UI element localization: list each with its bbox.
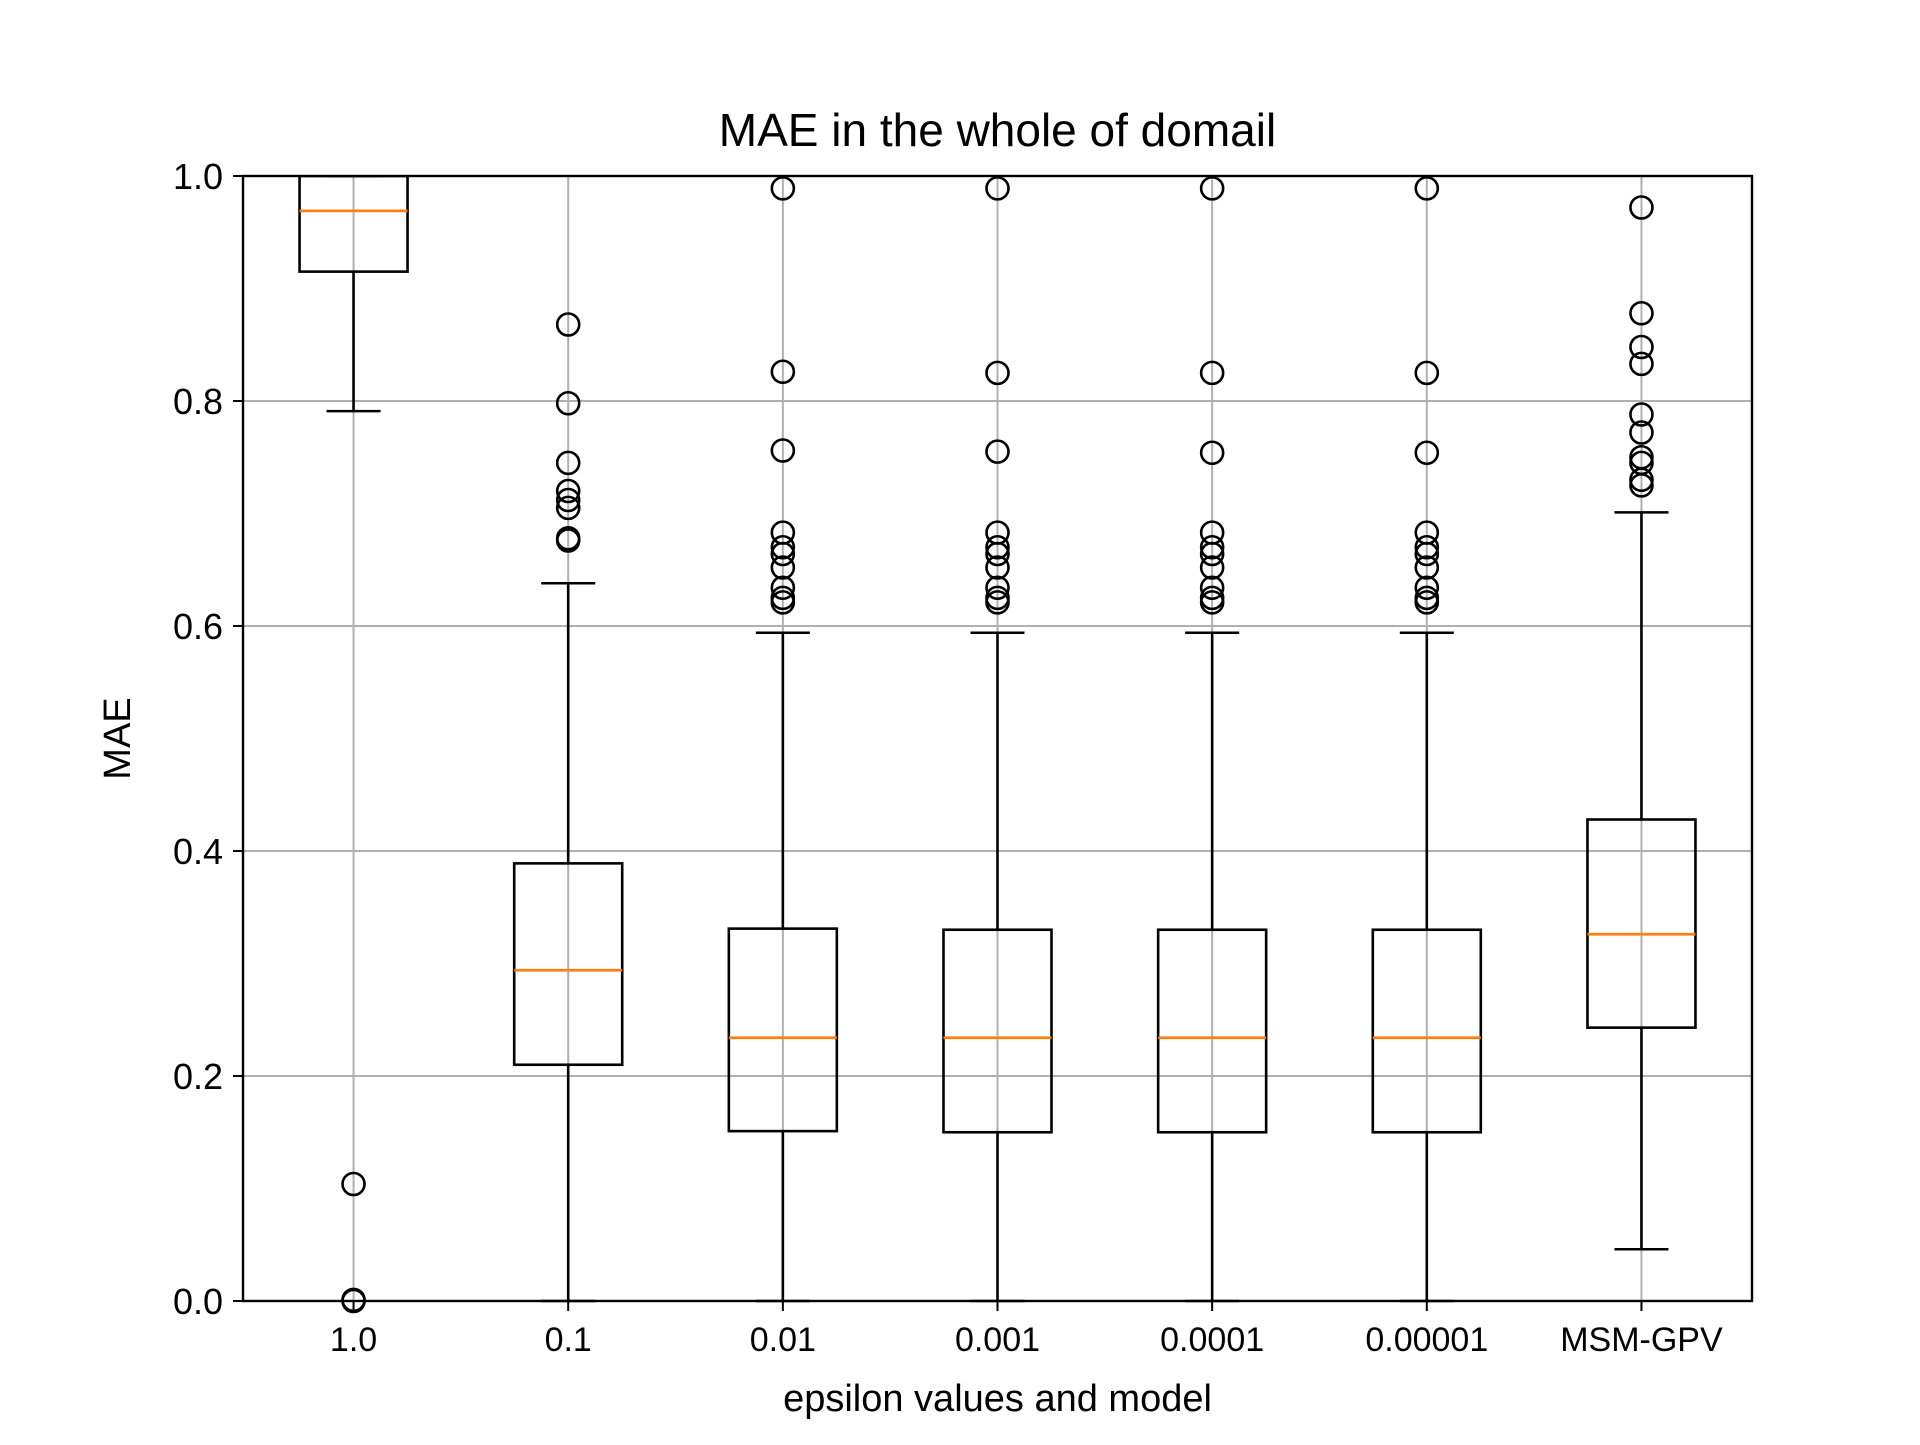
- chart-title: MAE in the whole of domail: [719, 104, 1276, 156]
- outlier-point: [555, 478, 581, 504]
- outlier-point: [770, 575, 796, 601]
- outlier-point: [1414, 590, 1440, 615]
- y-tick-label: 0.0: [173, 1281, 223, 1322]
- outlier-point: [1629, 195, 1654, 220]
- outlier-point: [341, 1171, 366, 1197]
- y-tick-label: 0.8: [173, 381, 223, 422]
- outlier-point: [1629, 351, 1654, 377]
- outlier-point: [555, 528, 581, 553]
- outlier-point: [555, 487, 581, 513]
- x-axis-label: epsilon values and model: [783, 1378, 1212, 1420]
- outlier-point: [985, 590, 1010, 615]
- outlier-point: [1414, 555, 1440, 580]
- outlier-point: [985, 555, 1010, 580]
- x-tick-label: MSM-GPV: [1560, 1321, 1723, 1359]
- box-group-0.1: [512, 312, 624, 1303]
- outlier-point: [770, 541, 796, 567]
- y-tick-label: 0.2: [173, 1056, 223, 1097]
- outlier-point: [985, 176, 1010, 201]
- outlier-point: [1199, 541, 1225, 567]
- x-tick-label: 1.0: [330, 1321, 377, 1359]
- outlier-point: [1629, 402, 1654, 427]
- outlier-point: [770, 176, 796, 201]
- outlier-point: [1629, 467, 1654, 493]
- y-tick-label: 0.6: [173, 606, 223, 647]
- outlier-point: [1414, 575, 1440, 601]
- outlier-point: [1199, 360, 1225, 386]
- iqr-box: [1371, 928, 1483, 1134]
- outlier-point: [770, 590, 796, 615]
- x-tick-label: 0.0001: [1160, 1321, 1264, 1359]
- outlier-point: [1199, 590, 1225, 615]
- x-tick-label: 0.001: [955, 1321, 1040, 1359]
- outlier-point: [1414, 176, 1440, 201]
- outlier-point: [1414, 360, 1440, 386]
- outlier-point: [555, 495, 581, 521]
- iqr-box: [727, 927, 839, 1133]
- iqr-box: [298, 176, 409, 273]
- outlier-point: [1199, 555, 1225, 580]
- outlier-point: [985, 360, 1010, 386]
- outlier-point: [1629, 334, 1654, 360]
- outlier-point: [1629, 473, 1654, 498]
- outlier-point: [1199, 534, 1225, 560]
- outlier-point: [770, 438, 796, 463]
- outlier-point: [1414, 534, 1440, 560]
- outlier-point: [1414, 440, 1440, 466]
- outlier-point: [1199, 575, 1225, 601]
- y-tick-label: 0.4: [173, 831, 223, 872]
- outlier-point: [1414, 541, 1440, 567]
- iqr-box: [1156, 928, 1268, 1134]
- x-tick-label: 0.1: [545, 1321, 592, 1359]
- outlier-point: [985, 439, 1010, 464]
- outlier-point: [770, 359, 796, 385]
- outlier-point: [1629, 300, 1654, 326]
- outlier-point: [985, 534, 1010, 560]
- outlier-point: [1199, 440, 1225, 466]
- iqr-box: [1586, 818, 1697, 1029]
- iqr-box: [512, 862, 624, 1067]
- box-group-MSM-GPV: [1586, 195, 1697, 1251]
- outlier-point: [555, 390, 581, 416]
- outlier-point: [770, 555, 796, 580]
- box-group-0.00001: [1371, 176, 1483, 1303]
- outlier-point: [555, 312, 581, 337]
- x-tick-label: 0.01: [750, 1321, 816, 1359]
- outlier-point: [985, 541, 1010, 567]
- outlier-point: [1199, 176, 1225, 201]
- y-axis-label: MAE: [97, 697, 139, 779]
- iqr-box: [942, 928, 1053, 1134]
- outlier-point: [770, 534, 796, 560]
- outlier-point: [1629, 420, 1654, 445]
- outlier-point: [985, 575, 1010, 601]
- x-tick-label: 0.00001: [1365, 1321, 1488, 1359]
- y-tick-label: 1.0: [173, 156, 223, 197]
- box-group-0.0001: [1156, 176, 1268, 1303]
- outlier-point: [555, 450, 581, 476]
